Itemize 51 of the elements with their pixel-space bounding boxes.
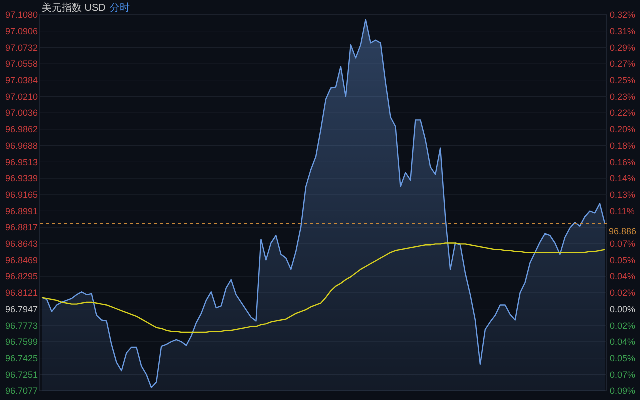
y-tick-label: 97.0036	[5, 108, 38, 118]
y2-tick-label: 0.14%	[610, 174, 636, 184]
y2-tick-label: 0.23%	[610, 92, 636, 102]
y2-tick-label: 0.29%	[610, 42, 636, 53]
y-tick-label: 96.9339	[5, 174, 38, 184]
line-series	[41, 242, 606, 334]
y-tick-label: 97.0210	[5, 92, 38, 102]
y-tick-label: 96.9688	[5, 140, 38, 151]
y2-tick-label: 0.07%	[610, 239, 636, 250]
chart-subtitle: 分时	[110, 2, 130, 14]
y-tick-label: 96.7425	[5, 353, 38, 364]
y-tick-label: 96.8817	[5, 222, 38, 233]
y2-tick-label: 0.25%	[610, 76, 636, 86]
y-tick-label: 96.8121	[5, 288, 38, 298]
y2-tick-label: 0.02%	[610, 320, 636, 331]
y-tick-label: 96.8469	[5, 255, 38, 266]
y2-tick-label: 0.16%	[610, 157, 636, 168]
y2-tick-label: 0.07%	[610, 370, 636, 380]
y-tick-label: 96.7947	[5, 304, 38, 314]
y-tick-label: 96.7599	[5, 337, 38, 348]
y-tick-label: 96.8991	[5, 206, 38, 216]
y-tick-label: 96.9862	[5, 124, 38, 135]
y-tick-label: 97.0906	[5, 26, 38, 36]
y-tick-label: 97.0384	[5, 76, 38, 86]
y-tick-label: 96.8643	[5, 239, 38, 250]
y2-tick-label: 0.32%	[610, 10, 636, 20]
y-tick-label: 96.7251	[5, 370, 38, 380]
y-tick-label: 96.7077	[5, 386, 38, 396]
y-tick-label: 97.0558	[5, 59, 38, 70]
y-tick-label: 97.0732	[5, 42, 38, 53]
y2-tick-label: 0.11%	[610, 206, 635, 216]
y2-tick-label: 0.04%	[610, 337, 636, 348]
chart-title: 美元指数 USD	[42, 3, 106, 14]
y-tick-label: 96.9513	[5, 157, 38, 168]
y2-tick-label: 0.31%	[610, 26, 636, 37]
y2-tick-label: 0.18%	[610, 140, 636, 151]
y2-tick-label: 0.20%	[610, 124, 636, 135]
y2-tick-label: 0.04%	[610, 272, 636, 282]
y-tick-label: 96.8295	[5, 272, 38, 282]
y-tick-label: 96.7773	[5, 320, 38, 331]
y2-tick-label: 0.22%	[610, 108, 636, 118]
y-tick-label: 96.9165	[5, 190, 38, 200]
y2-tick-label: 0.09%	[610, 386, 636, 396]
y2-tick-label: 0.05%	[610, 255, 636, 266]
y2-tick-label: 0.05%	[610, 353, 636, 364]
y2-tick-label: 0.27%	[610, 59, 636, 70]
y2-tick-label: 0.13%	[610, 190, 636, 200]
y2-tick-label: 0.02%	[610, 288, 636, 298]
ref-line-label: 96.886	[609, 226, 637, 237]
y2-tick-label: 0.00%	[610, 304, 636, 314]
y-tick-label: 97.1080	[5, 10, 38, 20]
